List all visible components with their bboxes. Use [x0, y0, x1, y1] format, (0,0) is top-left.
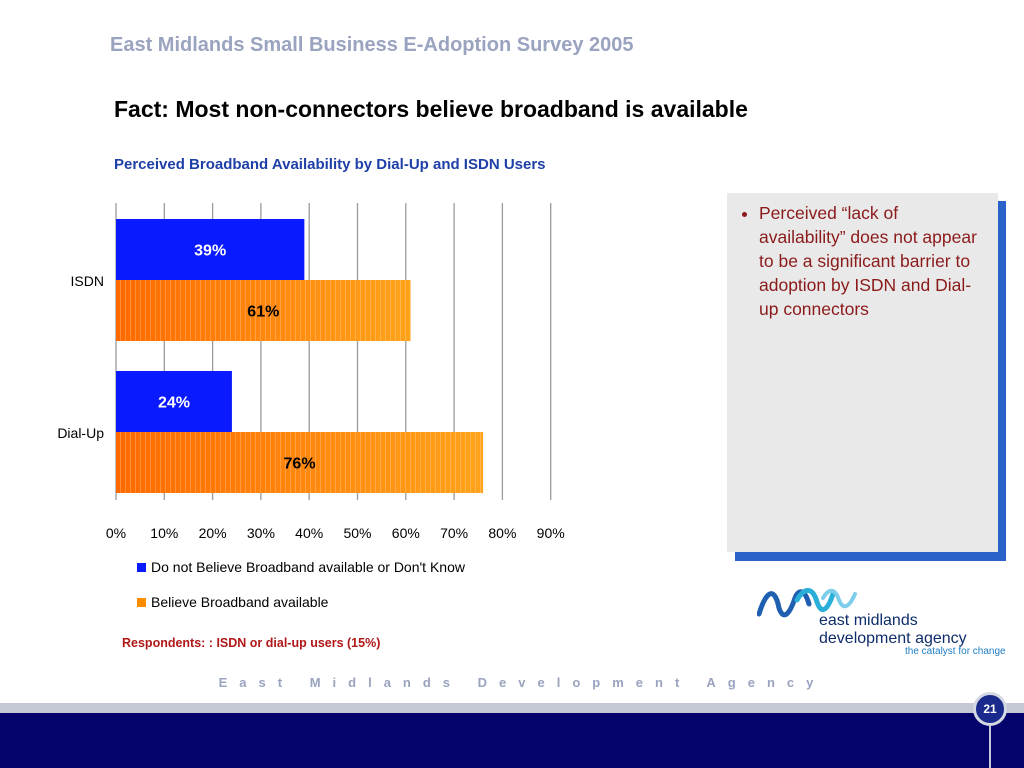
page-line — [989, 726, 991, 768]
x-tick-label: 30% — [247, 525, 275, 541]
x-tick-label: 40% — [295, 525, 323, 541]
x-tick-label: 60% — [392, 525, 420, 541]
logo-tagline: the catalyst for change — [905, 646, 1006, 657]
footer-agency-name: East Midlands Development Agency — [218, 675, 826, 690]
wave-logo-icon — [757, 588, 857, 618]
category-label: Dial-Up — [57, 425, 104, 441]
legend-swatch-blue — [137, 563, 146, 572]
page-number: 21 — [973, 692, 1007, 726]
data-label: 39% — [194, 243, 226, 260]
legend-swatch-orange — [137, 598, 146, 607]
x-tick-label: 90% — [537, 525, 565, 541]
legend-label-believe: Believe Broadband available — [151, 594, 329, 610]
data-label: 61% — [247, 304, 279, 321]
footer-band-gray — [0, 703, 1024, 713]
logo-line2: development agency — [819, 630, 967, 647]
logo-name: east midlands development agency — [819, 612, 967, 648]
footer-band — [0, 713, 1024, 768]
emda-logo: east midlands development agency the cat… — [757, 580, 1007, 660]
legend-label-not-believe: Do not Believe Broadband available or Do… — [151, 559, 465, 575]
callout-box: Perceived “lack of availability” does no… — [727, 193, 998, 552]
logo-line1: east midlands — [819, 612, 918, 629]
x-tick-label: 50% — [343, 525, 371, 541]
x-tick-label: 20% — [199, 525, 227, 541]
bar-stripe-overlay — [116, 432, 484, 493]
survey-title: East Midlands Small Business E-Adoption … — [110, 34, 634, 56]
data-label: 24% — [158, 395, 190, 412]
slide-headline: Fact: Most non-connectors believe broadb… — [114, 96, 748, 122]
x-tick-label: 0% — [106, 525, 126, 541]
bar-isdn-not-believe — [116, 219, 305, 280]
bar-dialup-not-believe — [116, 371, 232, 432]
category-label: ISDN — [71, 273, 104, 289]
data-label: 76% — [284, 456, 316, 473]
x-tick-label: 10% — [150, 525, 178, 541]
respondents-note: Respondents: : ISDN or dial-up users (15… — [122, 636, 381, 650]
callout-bullet: Perceived “lack of availability” does no… — [759, 201, 984, 321]
x-tick-label: 70% — [440, 525, 468, 541]
bar-stripe-overlay — [116, 280, 411, 341]
chart-title: Perceived Broadband Availability by Dial… — [114, 156, 546, 173]
x-tick-label: 80% — [488, 525, 516, 541]
